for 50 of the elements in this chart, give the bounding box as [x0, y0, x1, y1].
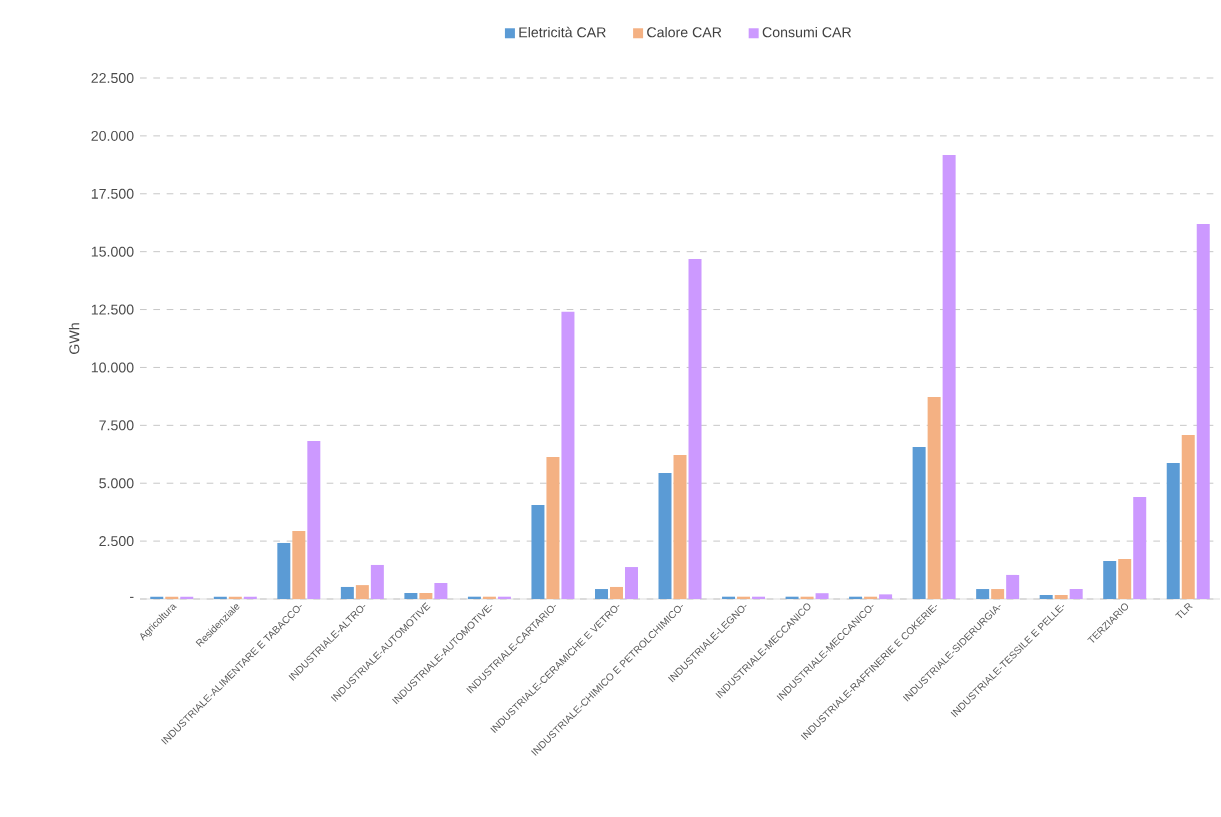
bar	[688, 259, 702, 599]
legend-label: Calore CAR	[647, 26, 722, 38]
y-tick-label: 17.500	[91, 188, 134, 199]
bar	[292, 530, 306, 599]
bar	[912, 447, 926, 599]
bar	[1166, 463, 1180, 599]
y-tick-label: 2.500	[99, 536, 134, 547]
bar	[976, 589, 990, 599]
y-tick-label: 22.500	[91, 72, 134, 83]
y-tick-label: 12.500	[91, 304, 134, 315]
bar	[624, 567, 638, 599]
y-tick-label: 5.000	[99, 478, 134, 489]
bar	[419, 592, 433, 599]
bar	[434, 583, 448, 599]
bar	[546, 457, 560, 599]
y-tick-label: 20.000	[91, 130, 134, 141]
bar	[942, 155, 956, 599]
y-tick-label: 7.500	[99, 420, 134, 431]
bar	[1069, 589, 1083, 599]
bar	[1196, 224, 1210, 599]
bar	[927, 397, 941, 599]
bar	[658, 473, 672, 599]
bar	[404, 592, 418, 599]
bar	[1103, 561, 1117, 599]
bar	[1181, 435, 1195, 599]
bar	[1039, 595, 1053, 599]
bar	[815, 593, 829, 599]
bar	[673, 454, 687, 599]
bar	[277, 542, 291, 599]
bar	[370, 564, 384, 599]
bar	[355, 585, 369, 599]
bar	[1118, 558, 1132, 599]
legend-label: Consumi CAR	[762, 26, 852, 38]
bar	[594, 589, 608, 599]
bar	[609, 586, 623, 599]
bar	[1054, 595, 1068, 599]
bar	[307, 441, 321, 599]
x-tick-label: TLR	[1175, 603, 1193, 619]
bar	[340, 586, 354, 599]
y-tick-label: -	[130, 596, 134, 598]
bar	[991, 589, 1005, 599]
legend-label: Eletricità CAR	[519, 26, 606, 38]
bar	[531, 504, 545, 599]
y-axis-title: GWh	[68, 323, 80, 354]
bar	[561, 311, 575, 599]
bar	[1133, 497, 1147, 599]
y-tick-label: 10.000	[91, 362, 134, 373]
bar	[879, 594, 893, 599]
bar	[1006, 574, 1020, 599]
y-tick-label: 15.000	[91, 246, 134, 257]
